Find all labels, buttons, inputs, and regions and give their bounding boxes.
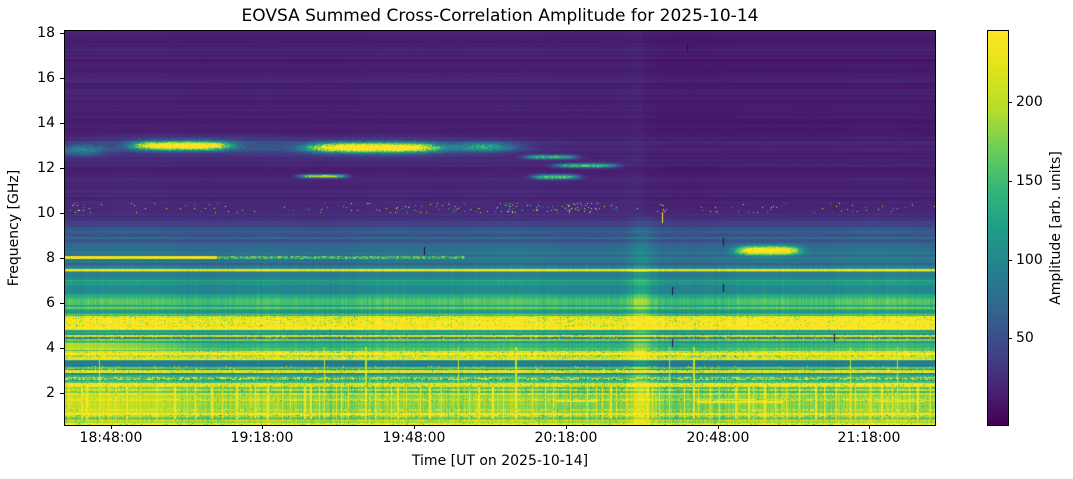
x-tick-label: 19:18:00 (230, 430, 294, 446)
y-tick-mark (60, 258, 64, 259)
y-tick-mark (60, 393, 64, 394)
x-tick-mark (718, 425, 719, 429)
x-tick-mark (869, 425, 870, 429)
y-tick-mark (60, 213, 64, 214)
y-tick-label: 14 (37, 115, 55, 131)
x-tick-label: 20:18:00 (534, 430, 598, 446)
colorbar-tick-mark (1008, 338, 1012, 339)
y-tick-label: 8 (46, 250, 55, 266)
colorbar-tick-mark (1008, 181, 1012, 182)
y-tick-label: 4 (46, 340, 55, 356)
colorbar-tick-label: 100 (1016, 252, 1043, 268)
colorbar-label: Amplitude [arb. units] (1048, 151, 1064, 305)
colorbar-tick-label: 200 (1016, 94, 1043, 110)
plot-frame (64, 30, 936, 426)
colorbar-gradient (988, 31, 1008, 425)
y-tick-label: 18 (37, 25, 55, 41)
colorbar-tick-label: 50 (1016, 330, 1034, 346)
x-tick-mark (566, 425, 567, 429)
y-axis-label: Frequency [GHz] (6, 169, 22, 287)
x-tick-mark (262, 425, 263, 429)
spectrogram-heatmap (65, 31, 935, 425)
x-tick-label: 21:18:00 (837, 430, 901, 446)
y-tick-label: 16 (37, 70, 55, 86)
x-tick-mark (111, 425, 112, 429)
x-tick-label: 20:48:00 (686, 430, 750, 446)
colorbar-tick-mark (1008, 102, 1012, 103)
y-tick-label: 12 (37, 160, 55, 176)
x-tick-mark (414, 425, 415, 429)
y-tick-mark (60, 33, 64, 34)
y-tick-mark (60, 303, 64, 304)
y-tick-label: 2 (46, 385, 55, 401)
x-tick-label: 19:48:00 (382, 430, 446, 446)
y-tick-label: 6 (46, 295, 55, 311)
colorbar-tick-mark (1008, 260, 1012, 261)
y-tick-label: 10 (37, 205, 55, 221)
x-tick-label: 18:48:00 (79, 430, 143, 446)
colorbar-tick-label: 150 (1016, 173, 1043, 189)
y-tick-mark (60, 348, 64, 349)
x-axis-label: Time [UT on 2025-10-14] (411, 453, 589, 469)
chart-title: EOVSA Summed Cross-Correlation Amplitude… (241, 6, 759, 26)
y-tick-mark (60, 78, 64, 79)
y-tick-mark (60, 123, 64, 124)
y-tick-mark (60, 168, 64, 169)
colorbar-frame (987, 30, 1009, 426)
